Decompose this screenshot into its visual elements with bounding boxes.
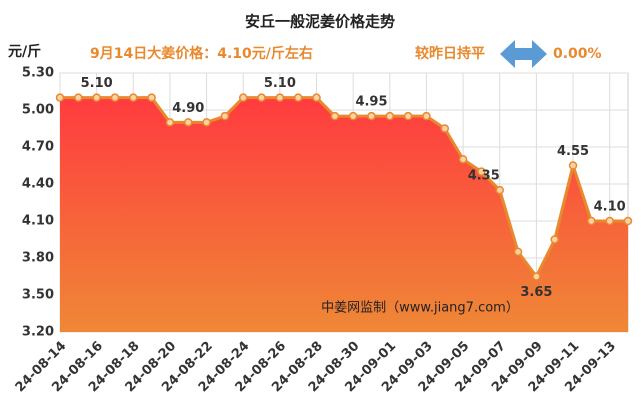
marker	[257, 93, 266, 102]
marker	[385, 111, 395, 121]
marker	[110, 93, 120, 102]
marker	[330, 111, 340, 121]
marker	[275, 93, 285, 102]
value-label: 5.10	[81, 76, 113, 91]
marker	[92, 93, 101, 102]
marker	[220, 111, 230, 121]
marker	[129, 93, 138, 102]
y-tick-label: 3.50	[22, 288, 54, 303]
y-unit: 元/斤	[8, 43, 41, 60]
chart-title: 安丘一般泥姜价格走势	[245, 13, 395, 31]
subtitle: 9月14日大姜价格：4.10元/斤左右	[90, 45, 313, 62]
marker	[458, 155, 468, 164]
marker	[477, 167, 486, 176]
marker	[74, 93, 83, 102]
marker	[312, 93, 321, 102]
y-tick-label: 3.20	[22, 325, 54, 340]
y-tick-label: 5.30	[22, 66, 54, 81]
value-label: 4.90	[172, 101, 204, 116]
marker	[293, 93, 303, 102]
marker	[568, 161, 578, 170]
value-label: 4.35	[468, 169, 500, 184]
marker	[587, 216, 596, 226]
line	[60, 96, 628, 280]
marker	[367, 111, 376, 121]
marker	[184, 118, 193, 127]
y-tick-label: 3.80	[22, 251, 54, 266]
value-label: 4.55	[557, 144, 589, 159]
watermark: 中姜网监制（www.jiang7.com）	[321, 301, 519, 316]
y-tick-label: 4.70	[22, 140, 54, 155]
marker	[513, 247, 523, 257]
y-tick-label: 4.10	[22, 214, 54, 229]
marker	[147, 93, 156, 102]
marker	[202, 118, 211, 127]
value-label: 5.10	[264, 76, 296, 91]
plot-area: 3.203.503.804.104.404.705.005.3024-08-14…	[13, 66, 633, 395]
marker	[623, 216, 633, 226]
value-label: 4.95	[355, 95, 387, 110]
marker	[55, 93, 65, 102]
marker	[348, 111, 358, 121]
value-label: 4.10	[594, 200, 626, 215]
area	[60, 97, 628, 333]
marker	[550, 235, 559, 244]
value-label: 3.65	[520, 285, 552, 300]
y-tick-label: 4.40	[22, 177, 54, 192]
change-text: 较昨日持平	[415, 45, 485, 62]
marker	[403, 111, 413, 121]
marker	[495, 185, 504, 195]
marker	[440, 124, 450, 133]
marker	[165, 118, 175, 127]
flat-arrow-icon	[500, 40, 547, 68]
y-tick-label: 5.00	[22, 103, 54, 118]
marker	[422, 111, 431, 121]
marker	[238, 93, 248, 102]
marker	[532, 272, 541, 281]
marker	[605, 216, 614, 226]
change-value: 0.00%	[553, 46, 602, 62]
